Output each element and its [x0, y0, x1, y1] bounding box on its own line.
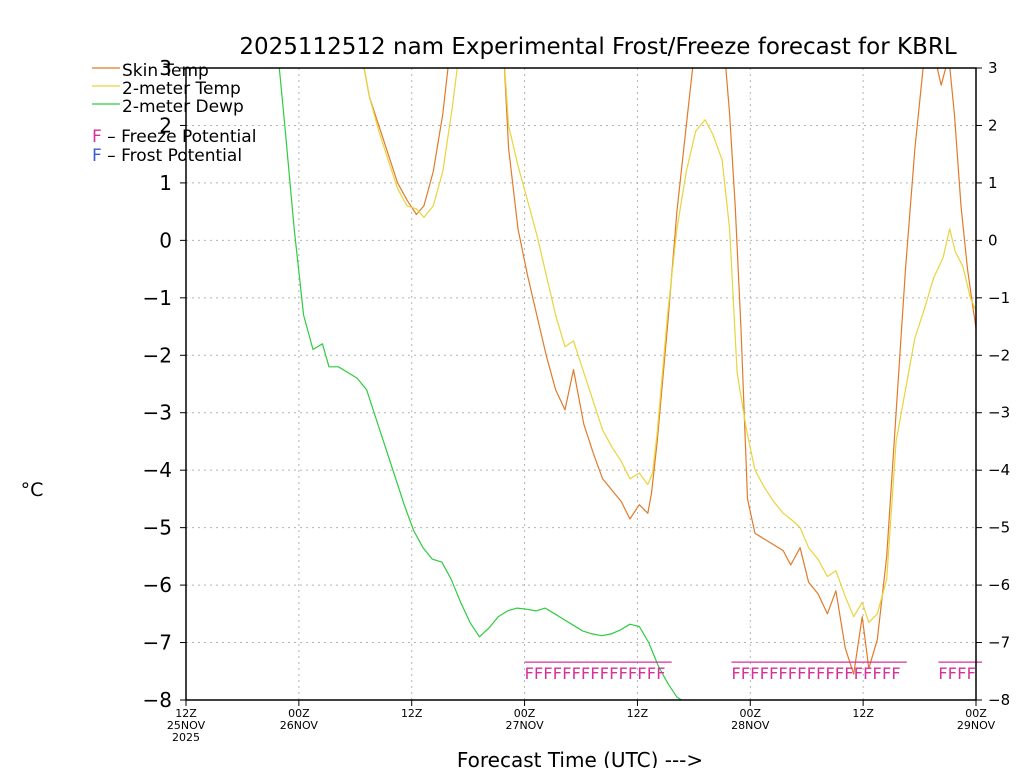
y-tick-label-left: −2 [143, 343, 172, 367]
y-tick-label-right: 3 [988, 59, 998, 77]
x-tick-label: 00Z [965, 707, 987, 720]
y-tick-label-left: −4 [143, 458, 172, 482]
freeze-mark: F [590, 664, 599, 683]
chart-title: 2025112512 nam Experimental Frost/Freeze… [239, 34, 956, 60]
freeze-mark: F [807, 664, 816, 683]
y-tick-label-left: 2 [159, 113, 172, 137]
freeze-mark: F [760, 664, 769, 683]
freeze-mark: F [553, 664, 562, 683]
freeze-mark: F [769, 664, 778, 683]
freeze-mark: F [534, 664, 543, 683]
freeze-mark: F [572, 664, 581, 683]
freeze-mark: F [628, 664, 637, 683]
x-tick-label: 27NOV [505, 719, 544, 732]
freeze-mark: F [581, 664, 590, 683]
x-tick-label: 26NOV [280, 719, 319, 732]
legend: Skin Temp 2-meter Temp 2-meter Dewp F – … [92, 61, 256, 166]
y-tick-label-right: −7 [988, 634, 1010, 652]
freeze-mark: F [525, 664, 534, 683]
freeze-mark: F [967, 664, 976, 683]
freeze-mark: F [873, 664, 882, 683]
y-tick-label-right: −1 [988, 289, 1010, 307]
x-tick-label: 00Z [740, 707, 762, 720]
x-tick-label: 28NOV [731, 719, 770, 732]
plot-frame [185, 67, 977, 701]
freeze-mark: F [637, 664, 646, 683]
x-tick-label: 00Z [514, 707, 536, 720]
freeze-mark: F [788, 664, 797, 683]
y-tick-label-left: −3 [143, 401, 172, 425]
freeze-mark: F [948, 664, 957, 683]
y-tick-label-left: −1 [143, 286, 172, 310]
y-tick-label-right: −6 [988, 576, 1010, 594]
y-axis-left: 3 2 1 0 −1 −2 −3 −4 −5 −6 −7 −8 [143, 56, 186, 712]
freeze-mark: F [779, 664, 788, 683]
freeze-potential-legend: F – Freeze Potential [92, 127, 256, 147]
y-tick-label-right: −4 [988, 461, 1010, 479]
y-tick-label-right: −3 [988, 404, 1010, 422]
freeze-potential-label: – Freeze Potential [102, 127, 257, 147]
freeze-mark: F [741, 664, 750, 683]
freeze-mark: F [562, 664, 571, 683]
x-tick-label: 12Z [852, 707, 874, 720]
legend-label-2m-temp: 2-meter Temp [122, 79, 241, 99]
y-tick-label-right: −2 [988, 346, 1010, 364]
y-tick-label-left: −6 [143, 573, 172, 597]
freeze-mark: F [844, 664, 853, 683]
freeze-mark: F [797, 664, 806, 683]
freeze-mark: F [656, 664, 665, 683]
freeze-mark: F [731, 664, 740, 683]
freeze-mark: F [750, 664, 759, 683]
freeze-mark: F [863, 664, 872, 683]
x-axis-label: Forecast Time (UTC) ---> [457, 748, 703, 768]
series-2-meter-temp [363, 68, 976, 624]
y-tick-label-left: 1 [159, 171, 172, 195]
freeze-mark: F [647, 664, 656, 683]
freeze-mark: F [543, 664, 552, 683]
x-tick-label: 29NOV [957, 719, 996, 732]
x-tick-label: 12Z [627, 707, 649, 720]
freeze-mark: F [600, 664, 609, 683]
legend-label-2m-dewp: 2-meter Dewp [122, 97, 244, 117]
x-tick-label: 12Z [401, 707, 423, 720]
series-layer [278, 68, 976, 700]
x-tick-label: 00Z [288, 707, 310, 720]
y-tick-label-right: 0 [988, 231, 998, 249]
y-tick-label-left: 3 [159, 56, 172, 80]
legend-label-skin-temp: Skin Temp [122, 61, 209, 81]
frost-potential-legend: F – Frost Potential [92, 146, 242, 166]
freeze-mark: F [609, 664, 618, 683]
y-tick-label-left: 0 [159, 228, 172, 252]
frost-potential-label: – Frost Potential [102, 146, 242, 166]
freeze-mark: F [957, 664, 966, 683]
y-axis-right: 3 2 1 0 −1 −2 −3 −4 −5 −6 −7 −8 [976, 59, 1010, 709]
freeze-mark: F [816, 664, 825, 683]
x-tick-label: 12Z [175, 707, 197, 720]
x-tick-label: 2025 [172, 731, 200, 744]
frost-glyph: F [92, 146, 102, 166]
y-tick-label-right: 2 [988, 116, 998, 134]
y-tick-label-left: −5 [143, 516, 172, 540]
y-tick-label-right: −5 [988, 519, 1010, 537]
freeze-mark: F [938, 664, 947, 683]
freeze-mark: F [826, 664, 835, 683]
freeze-mark: F [854, 664, 863, 683]
series-2-meter-dewp [278, 68, 683, 700]
freeze-mark: F [882, 664, 891, 683]
freeze-glyph: F [92, 127, 102, 147]
y-tick-label-right: −8 [988, 691, 1010, 709]
y-tick-label-right: 1 [988, 174, 998, 192]
y-tick-label-left: −7 [143, 631, 172, 655]
y-tick-label-left: −8 [143, 688, 172, 712]
freeze-mark: F [891, 664, 900, 683]
freeze-mark: F [835, 664, 844, 683]
y-axis-unit-label: °C [21, 479, 44, 501]
x-tick-label: 25NOV [167, 719, 206, 732]
freeze-mark: F [619, 664, 628, 683]
